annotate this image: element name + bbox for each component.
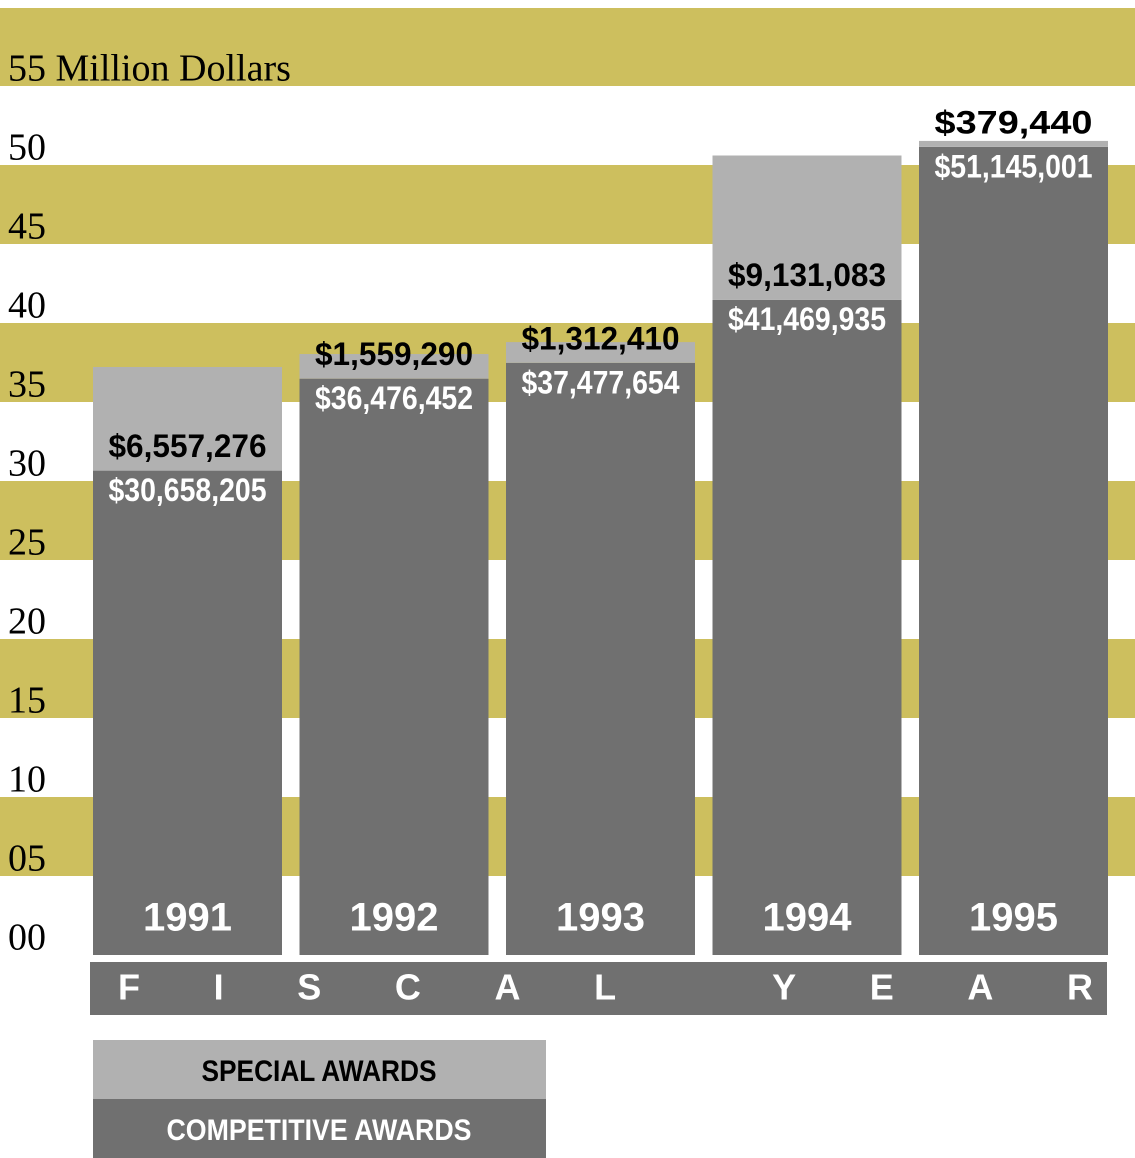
- bar-segment: [93, 366, 282, 471]
- y-tick-label: 05: [8, 838, 46, 880]
- bar-segment: [299, 354, 489, 379]
- y-tick-label: 20: [8, 601, 46, 643]
- x-tick-label: 1993: [556, 896, 645, 940]
- y-tick-label: 55 Million Dollars: [8, 48, 291, 90]
- y-tick-label: 15: [8, 680, 46, 722]
- value-label: $30,658,205: [109, 472, 267, 508]
- x-tick-label: 1991: [143, 896, 232, 940]
- y-tick-label: 25: [8, 522, 46, 564]
- y-tick-label: 00: [8, 917, 46, 959]
- bar-segment: [712, 299, 902, 955]
- bar-segment: [506, 342, 695, 363]
- value-label: $6,557,276: [109, 428, 267, 464]
- value-label: $1,559,290: [315, 336, 473, 372]
- band: [0, 8, 1135, 86]
- legend-label: SPECIAL AWARDS: [202, 1055, 437, 1088]
- x-tick-label: 1994: [763, 896, 853, 940]
- bar-segment: [299, 378, 489, 955]
- y-tick-label: 40: [8, 285, 46, 327]
- bar-segment: [506, 362, 695, 956]
- x-axis-band: [90, 962, 1107, 1015]
- legend-swatch: [93, 1040, 546, 1099]
- bar-segment: [712, 155, 902, 300]
- value-label: $41,469,935: [728, 301, 886, 337]
- y-tick-label: 30: [8, 443, 46, 485]
- value-label: $51,145,001: [935, 148, 1093, 184]
- x-tick-label: 1995: [969, 896, 1058, 940]
- y-tick-label: 45: [8, 206, 46, 248]
- bar-segment: [93, 470, 282, 955]
- y-tick-label: 35: [8, 364, 46, 406]
- legend-swatch: [93, 1099, 546, 1158]
- x-tick-label: 1992: [350, 896, 439, 940]
- bar-segment: [919, 140, 1108, 147]
- value-label: $379,440: [935, 104, 1093, 140]
- value-label: $36,476,452: [315, 380, 473, 416]
- y-tick-label: 50: [8, 127, 46, 169]
- value-label: $1,312,410: [522, 320, 680, 356]
- value-label: $9,131,083: [728, 257, 886, 293]
- bar-segment: [919, 146, 1108, 955]
- value-label: $37,477,654: [522, 364, 680, 400]
- legend-label: COMPETITIVE AWARDS: [167, 1114, 472, 1147]
- y-tick-label: 10: [8, 759, 46, 801]
